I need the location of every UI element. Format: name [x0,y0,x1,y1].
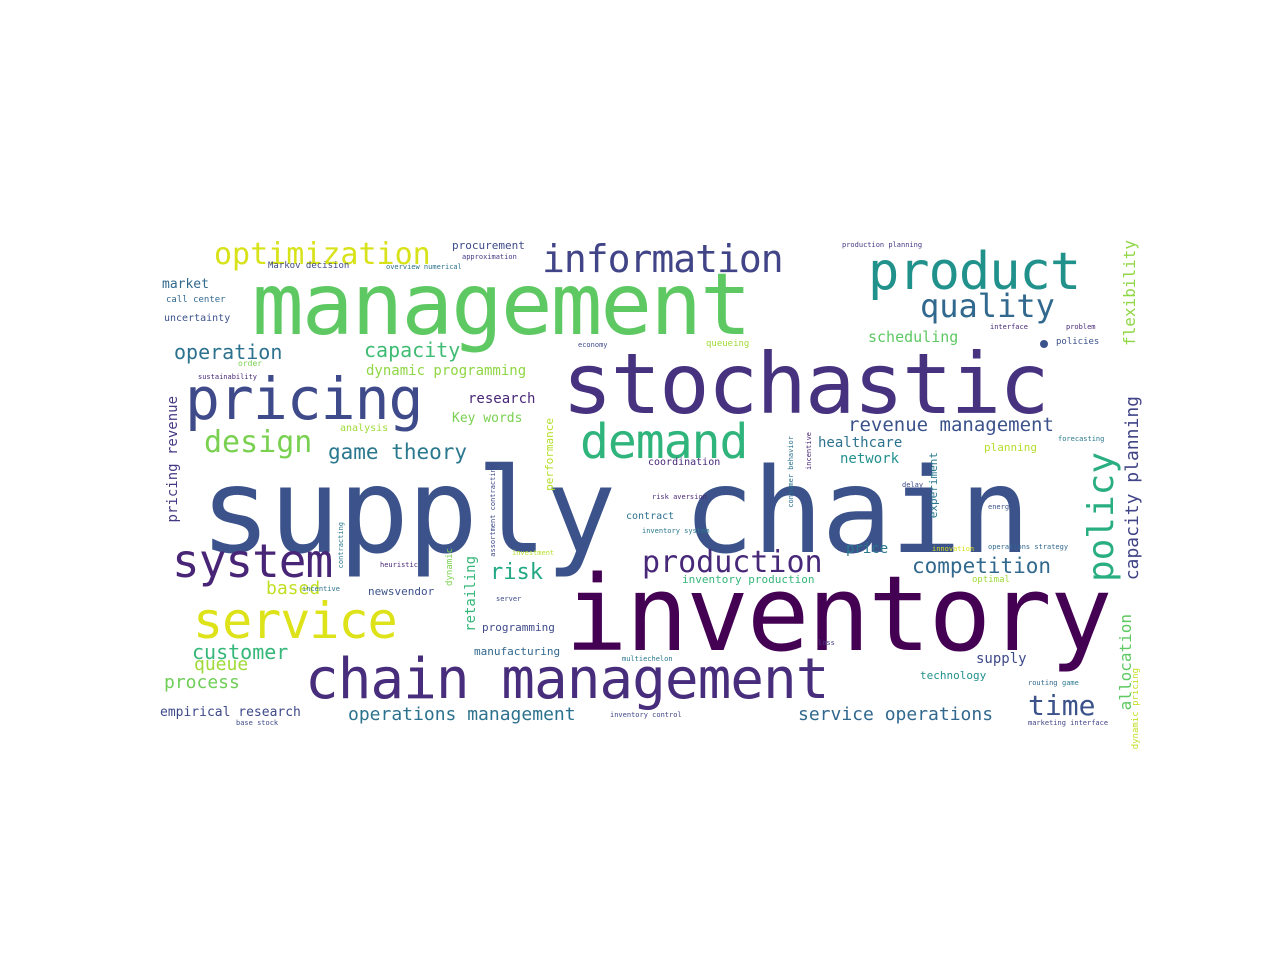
word-revenue-management: revenue management [848,414,1054,436]
word-dynamic-programming: dynamic programming [366,363,527,379]
word-operations-strategy: operations strategy [988,543,1069,551]
word-information: information [542,237,784,281]
word-queueing: queueing [706,339,750,349]
word-service-operations: service operations [798,704,994,725]
word-optimization: optimization [214,237,431,272]
word-marketing-interface: marketing interface [1028,719,1109,727]
word-risk: risk [490,560,543,585]
word-consumer-behavior: consumer behavior [787,436,795,508]
word-key-words: Key words [452,411,523,426]
word-capacity-planning: capacity planning [1122,396,1143,581]
word-system: system [172,534,333,588]
word-optimal: optimal [972,575,1010,585]
word-game-theory: game theory [328,440,468,464]
word-approximation: approximation [462,253,517,261]
word-supply: supply [976,651,1027,667]
word-interface: interface [990,323,1028,331]
word-retailing: retailing [463,556,479,632]
word-inventory-control: inventory control [610,711,682,719]
word-process: process [164,672,240,693]
word-service: service [193,592,398,650]
word-loss: loss [818,639,835,647]
word-inventory-system: inventory system [642,527,710,535]
word-customer: customer [192,640,289,664]
word-game: game [1062,679,1079,687]
word-energy: energy [988,503,1014,511]
word-chain-management: chain management [305,647,829,712]
word-production: production [642,545,823,580]
word-call-center: call center [166,295,226,305]
word-healthcare: healthcare [818,435,903,451]
word-uncertainty: uncertainty [164,313,231,324]
word-overview-numerical: overview numerical [386,263,462,271]
word-time: time [1028,689,1096,722]
word-multiechelon: multiechelon [622,655,673,663]
word-capacity: capacity [364,338,461,362]
word-order: order [238,359,263,368]
word-demand: demand [580,414,748,470]
word-manufacturing: manufacturing [474,645,561,658]
word-experiment: experiment [927,452,940,519]
word-management: management [252,255,752,355]
word-dynamic: dynamic [445,548,455,586]
word-inventory: inventory [565,553,1113,675]
word-analysis: analysis [340,423,389,434]
word-design: design [204,425,313,460]
word-stochastic: stochastic [562,335,1050,433]
dot-mark [1040,340,1048,348]
word-economy: economy [578,341,608,349]
word-inventory-production: inventory production [682,573,815,586]
word-incentive: incentive [302,585,340,593]
word-quality: quality [920,287,1055,325]
word-sustainability: sustainability [198,373,258,381]
word-product: product [868,242,1081,302]
word-technology: technology [920,669,987,682]
word-routing: routing [1028,679,1058,687]
word-procurement: procurement [452,239,525,252]
word-research: research [468,391,536,407]
word-incentive-vertical: incentive [805,432,813,470]
word-innovation: innovation [932,545,975,553]
word-operation: operation [174,340,283,364]
word-policies: policies [1056,337,1100,347]
word-markov-decision: Markov decision [268,261,350,271]
word-supply-chain: supply chain [200,442,1031,580]
word-queue: queue [194,654,249,675]
word-price: price [846,541,889,557]
word-based: based [266,578,321,599]
word-scheduling: scheduling [868,328,959,346]
word-investment: investment [512,549,555,557]
word-pricing: pricing [185,365,423,433]
word-heuristic: heuristic [380,561,418,569]
word-production-planning: production planning [842,241,923,249]
word-network: network [840,451,900,467]
word-base-stock: base stock [236,719,279,727]
word-coordination: coordination [648,457,721,468]
word-empirical-research: empirical research [160,705,301,720]
word-dynamic-pricing: dynamic pricing [1131,668,1141,750]
word-flexibility: flexibility [1120,240,1139,346]
word-competition: competition [912,554,1052,578]
word-contracting: contracting [337,522,345,569]
word-planning: planning [984,441,1037,454]
word-market: market [162,277,209,292]
word-delay: delay [902,481,924,489]
word-risk-aversion: risk aversion [652,493,707,501]
word-operations-management: operations management [348,704,576,725]
word-problem: problem [1066,323,1096,331]
word-contract: contract [626,511,675,522]
word-performance: performance [543,418,556,491]
word-server: server [496,595,522,603]
word-pricing-revenue: pricing revenue [165,396,181,523]
word-programming: programming [482,621,555,634]
word-policy: policy [1081,452,1122,583]
word-newsvendor: newsvendor [368,585,435,598]
word-assortment-contracting: assortment contracting [489,464,497,557]
word-forecasting: forecasting [1058,435,1105,443]
